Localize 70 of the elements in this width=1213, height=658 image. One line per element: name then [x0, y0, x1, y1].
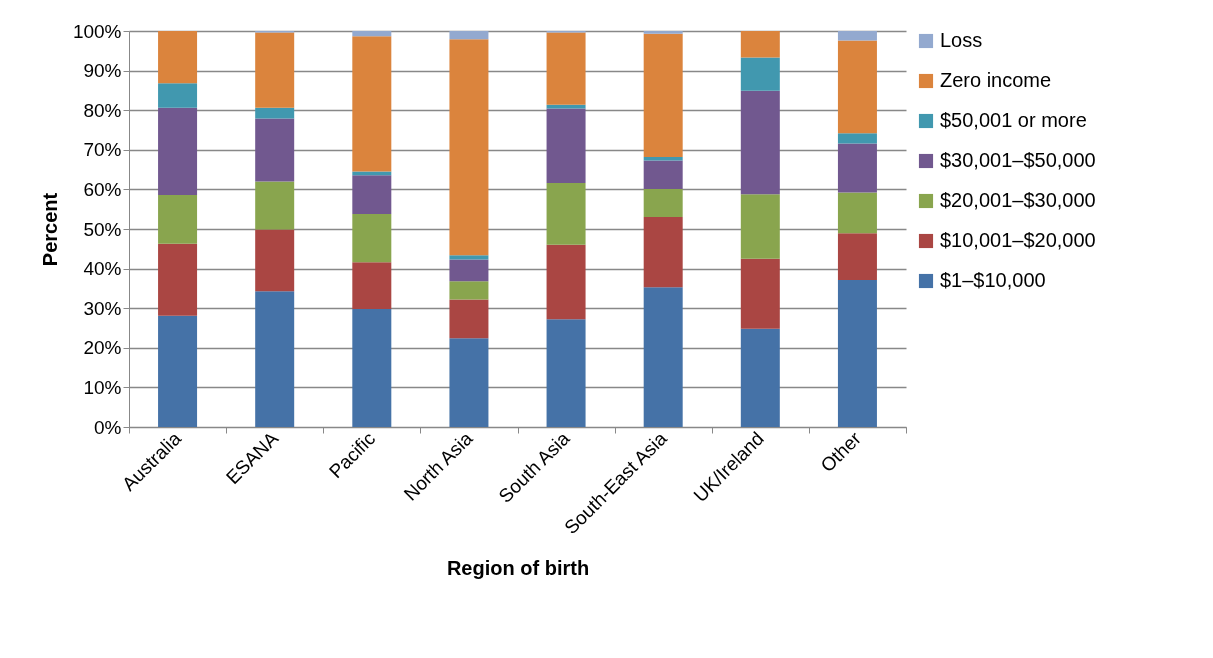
- legend-label: $1–$10,000: [940, 269, 1046, 291]
- bar: [546, 183, 586, 245]
- bar: [740, 194, 780, 259]
- bar: [255, 118, 295, 182]
- bar: [449, 39, 489, 256]
- legend-label: $20,001–$30,000: [940, 189, 1096, 211]
- bar: [740, 31, 780, 58]
- bar: [255, 291, 295, 427]
- legend-label: $10,001–$20,000: [940, 229, 1096, 251]
- bar: [740, 258, 780, 329]
- bar: [255, 181, 295, 230]
- bar: [352, 308, 392, 427]
- y-tick-label: 30%: [83, 297, 122, 319]
- legend-label: Loss: [940, 29, 983, 51]
- bar: [546, 32, 586, 105]
- bar: [643, 31, 683, 34]
- bar: [837, 133, 877, 144]
- legend-label: $50,001 or more: [940, 109, 1087, 131]
- bar: [643, 33, 683, 157]
- bar: [643, 189, 683, 218]
- bar: [449, 281, 489, 300]
- y-tick-label: 10%: [83, 376, 122, 398]
- y-tick-label: 80%: [83, 99, 122, 121]
- bar: [158, 31, 198, 84]
- bar: [158, 107, 198, 195]
- bar: [449, 31, 489, 40]
- x-axis-title: Region of birth: [446, 556, 590, 579]
- bar: [449, 259, 489, 282]
- bar: [255, 32, 295, 108]
- bar: [255, 229, 295, 292]
- bar: [158, 194, 198, 244]
- y-tick-label: 90%: [83, 60, 122, 82]
- bar: [449, 255, 489, 260]
- bar: [740, 328, 780, 427]
- bar: [352, 36, 392, 172]
- bar: [740, 57, 780, 91]
- bar: [546, 319, 586, 427]
- bar: [837, 192, 877, 234]
- legend-label: $30,001–$50,000: [940, 149, 1096, 171]
- bar: [449, 299, 489, 339]
- y-tick-label: 100%: [72, 20, 122, 42]
- y-tick-label: 0%: [94, 416, 122, 438]
- bar: [643, 160, 683, 189]
- bar: [837, 31, 877, 41]
- bar: [352, 31, 392, 37]
- bar: [546, 244, 586, 320]
- bar: [740, 90, 780, 195]
- y-tick-label: 50%: [83, 218, 122, 240]
- bar: [352, 213, 392, 263]
- bar: [837, 143, 877, 193]
- bar: [352, 262, 392, 309]
- bar: [546, 108, 586, 184]
- bar: [158, 83, 198, 108]
- bar: [352, 175, 392, 214]
- bar: [158, 243, 198, 316]
- y-tick-label: 20%: [83, 337, 122, 359]
- legend-label: Zero income: [940, 69, 1052, 91]
- bar: [546, 104, 586, 109]
- bar: [643, 217, 683, 288]
- bar: [837, 280, 877, 427]
- bar: [449, 338, 489, 427]
- bar: [643, 287, 683, 427]
- bar: [837, 40, 877, 134]
- bar: [255, 107, 295, 119]
- y-tick-label: 60%: [83, 178, 122, 200]
- bar: [837, 233, 877, 281]
- y-tick-label: 70%: [83, 139, 122, 161]
- y-axis-title: Percent: [38, 192, 61, 267]
- bar: [158, 315, 198, 427]
- y-tick-label: 40%: [83, 258, 122, 280]
